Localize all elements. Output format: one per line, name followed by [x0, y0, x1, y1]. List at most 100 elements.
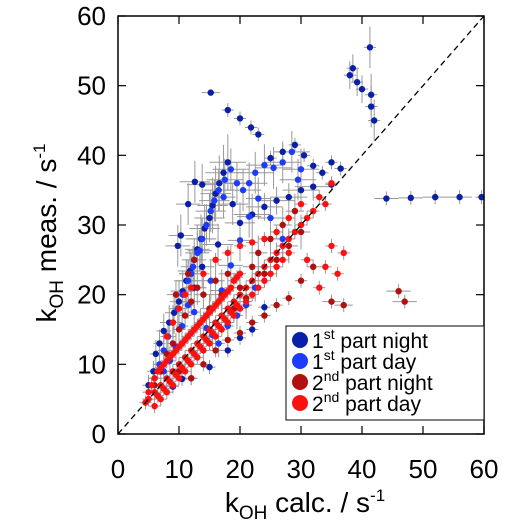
legend-entry-second-part-day: 2nd part day — [292, 389, 421, 416]
data-point-series-2 — [261, 161, 268, 169]
data-point-series-1 — [247, 124, 255, 131]
legend-label: 2nd part night — [312, 368, 433, 395]
data-point-series-4 — [297, 200, 305, 208]
one-to-one-reference-line — [117, 15, 485, 435]
data-point-series-3 — [236, 284, 244, 291]
data-point-series-1 — [367, 91, 375, 98]
data-point-series-3 — [291, 207, 299, 215]
data-point-series-2 — [211, 197, 218, 204]
y-tick-label: 20 — [77, 280, 106, 310]
data-point-series-4 — [203, 336, 210, 344]
data-point-series-4 — [328, 180, 335, 187]
data-point-series-3 — [249, 263, 256, 270]
data-point-series-3 — [340, 301, 347, 309]
data-point-series-4 — [221, 315, 228, 323]
data-point-series-4 — [249, 291, 256, 298]
data-point-series-1 — [337, 165, 344, 172]
data-point-series-4 — [322, 200, 329, 208]
data-point-series-4 — [261, 277, 268, 284]
x-label-sup: -1 — [370, 486, 385, 505]
data-point-series-3 — [181, 312, 189, 319]
data-point-series-1 — [285, 193, 292, 201]
y-label-sup: -1 — [30, 144, 49, 159]
data-point-series-4 — [334, 270, 341, 277]
data-point-series-4 — [249, 239, 256, 246]
data-point-series-4 — [322, 263, 329, 270]
data-point-series-3 — [273, 256, 280, 264]
data-point-series-3 — [279, 221, 286, 229]
data-point-series-1 — [160, 327, 167, 335]
data-point-series-2 — [184, 277, 192, 284]
data-point-series-2 — [191, 308, 198, 316]
data-point-series-1 — [267, 154, 274, 162]
x-tick-label: 0 — [111, 454, 125, 484]
data-point-series-4 — [197, 343, 204, 351]
data-point-series-2 — [215, 340, 222, 347]
data-point-series-3 — [212, 347, 219, 354]
data-point-series-4 — [181, 291, 189, 298]
legend: 1st part night 1st part day 2nd part nig… — [285, 325, 485, 421]
data-point-series-1 — [191, 178, 199, 186]
data-point-series-1 — [249, 326, 256, 333]
legend-entry-second-part-night: 2nd part night — [292, 368, 433, 395]
data-point-series-1 — [346, 72, 353, 79]
legend-marker — [292, 332, 308, 348]
data-point-series-3 — [200, 361, 207, 368]
data-point-series-1 — [224, 347, 231, 354]
data-point-series-3 — [249, 319, 256, 326]
legend-box — [285, 325, 485, 421]
y-tick-label: 40 — [77, 140, 106, 170]
data-point-series-2 — [207, 207, 214, 215]
data-point-series-1 — [291, 141, 299, 149]
data-point-series-3 — [310, 263, 317, 270]
data-point-series-3 — [395, 287, 402, 295]
data-point-series-4 — [236, 242, 244, 250]
data-point-series-1 — [310, 183, 317, 190]
data-point-series-4 — [172, 371, 180, 378]
data-point-series-4 — [160, 385, 167, 392]
data-point-series-4 — [279, 256, 286, 264]
data-point-series-4 — [178, 364, 186, 372]
data-point-series-2 — [245, 213, 253, 220]
y-tick-label: 10 — [77, 349, 106, 379]
data-point-series-1 — [170, 309, 178, 316]
data-point-series-2 — [221, 176, 228, 183]
data-point-series-4 — [151, 375, 158, 382]
data-point-series-1 — [177, 232, 185, 239]
legend-label: 1st part night — [312, 326, 428, 353]
data-point-series-4 — [273, 228, 280, 236]
data-point-series-3 — [200, 291, 207, 298]
data-point-series-4 — [154, 392, 161, 399]
x-tick-label: 50 — [409, 454, 438, 484]
data-point-series-3 — [401, 298, 408, 305]
legend-marker — [292, 353, 308, 369]
data-point-series-3 — [175, 326, 183, 333]
data-point-series-1 — [236, 115, 244, 122]
data-point-series-3 — [184, 270, 192, 277]
y-label-rest: meas. / s — [31, 159, 62, 280]
data-point-series-4 — [175, 305, 183, 312]
y-label-main: k — [31, 308, 62, 323]
legend-marker — [292, 395, 308, 411]
data-point-series-1 — [358, 85, 366, 93]
data-point-series-1 — [297, 186, 305, 194]
data-point-series-4 — [340, 249, 347, 257]
data-point-series-4 — [200, 270, 207, 277]
data-point-series-1 — [207, 89, 214, 96]
data-point-series-2 — [245, 180, 253, 187]
data-point-series-1 — [353, 78, 361, 86]
data-point-series-1 — [224, 106, 231, 114]
data-point-series-1 — [198, 263, 206, 270]
data-point-series-2 — [196, 247, 203, 254]
tick-layer: 0 10 20 30 40 50 60 0 10 20 30 40 50 60 — [77, 1, 498, 484]
data-point-series-4 — [273, 263, 280, 270]
data-point-series-1 — [261, 304, 268, 311]
legend-marker — [292, 374, 308, 390]
data-point-series-2 — [255, 195, 262, 202]
data-point-series-1 — [328, 159, 335, 166]
x-tick-label: 10 — [165, 454, 194, 484]
data-point-series-3 — [194, 284, 201, 291]
x-label-rest: calc. / s — [267, 487, 370, 518]
data-point-series-4 — [184, 357, 192, 365]
